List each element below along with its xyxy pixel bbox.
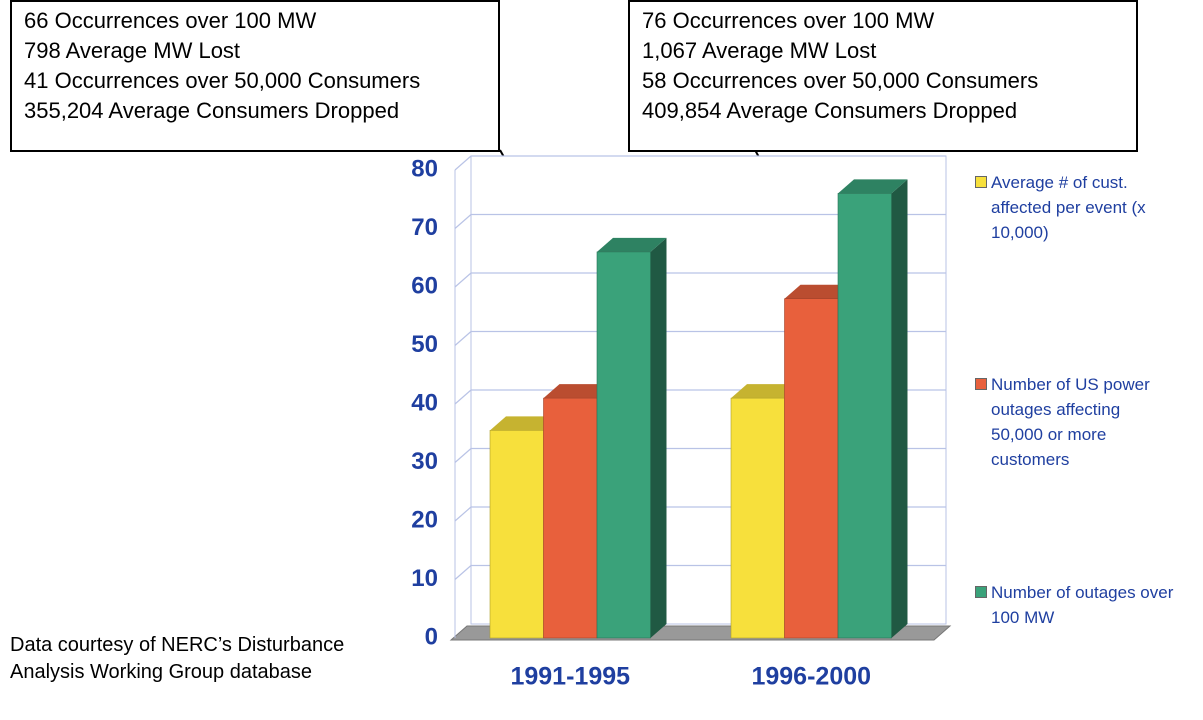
y-tick-label: 20 [411,506,438,533]
grid-line-side [454,214,472,229]
annotation-line: 66 Occurrences over 100 MW [24,8,317,33]
bar-front [596,251,651,639]
y-tick-label: 80 [411,155,438,182]
y-tick-label: 60 [411,272,438,299]
annotation-box: 76 Occurrences over 100 MW 1,067 Average … [628,0,1138,152]
bar-front [837,193,892,639]
x-tick-label: 1996-2000 [751,663,871,691]
annotation-line: 76 Occurrences over 100 MW [642,8,935,33]
grid-line-side [454,331,472,346]
bar-top [731,384,801,399]
bar-front [784,298,839,639]
annotation-line: 41 Occurrences over 50,000 Consumers [24,68,421,93]
annotation-box: 66 Occurrences over 100 MW 798 Average MW… [10,0,500,152]
y-tick-label: 0 [425,623,438,650]
grid-line-side [454,448,472,463]
bar-top [597,237,667,252]
bar-top [838,179,908,194]
bar [837,179,908,639]
annotation-line: 798 Average MW Lost [24,38,241,63]
annotation-line: 1,067 Average MW Lost [642,38,877,63]
grid-line-side [454,389,472,405]
grid-line-side [454,155,472,171]
bar-top [543,384,613,399]
annotation-line: 409,854 Average Consumers Dropped [642,98,1018,123]
legend-item: Number of outages over 100 MW [975,580,1175,630]
legend-label: Average # of cust. affected per event (x… [991,173,1146,242]
y-tick-label: 40 [411,389,438,416]
legend-item: Number of US power outages affecting 50,… [975,372,1175,472]
legend-swatch [975,176,987,188]
y-tick-label: 70 [411,214,438,241]
bar-top [490,416,560,431]
y-tick-label: 50 [411,331,438,358]
bar-front [730,397,785,639]
bar-top [784,284,854,299]
y-tick-label: 10 [411,565,438,592]
legend-label: Number of outages over 100 MW [991,583,1174,627]
annotation-line: 355,204 Average Consumers Dropped [24,98,400,123]
bar [596,237,667,639]
bar-side [650,237,667,638]
bar-front [489,430,544,639]
y-tick-label: 30 [411,448,438,475]
annotation-line: 58 Occurrences over 50,000 Consumers [642,68,1039,93]
bar-front [543,397,598,639]
legend-item: Average # of cust. affected per event (x… [975,170,1175,245]
legend-swatch [975,586,987,598]
grid-line-side [454,565,472,580]
bar-side [891,179,908,638]
legend-swatch [975,378,987,390]
legend-label: Number of US power outages affecting 50,… [991,375,1150,469]
grid-line-side [454,272,472,288]
x-tick-label: 1991-1995 [510,663,630,691]
footnote: Data courtesy of NERC’s Disturbance Anal… [10,634,345,683]
grid-line-side [454,506,472,522]
